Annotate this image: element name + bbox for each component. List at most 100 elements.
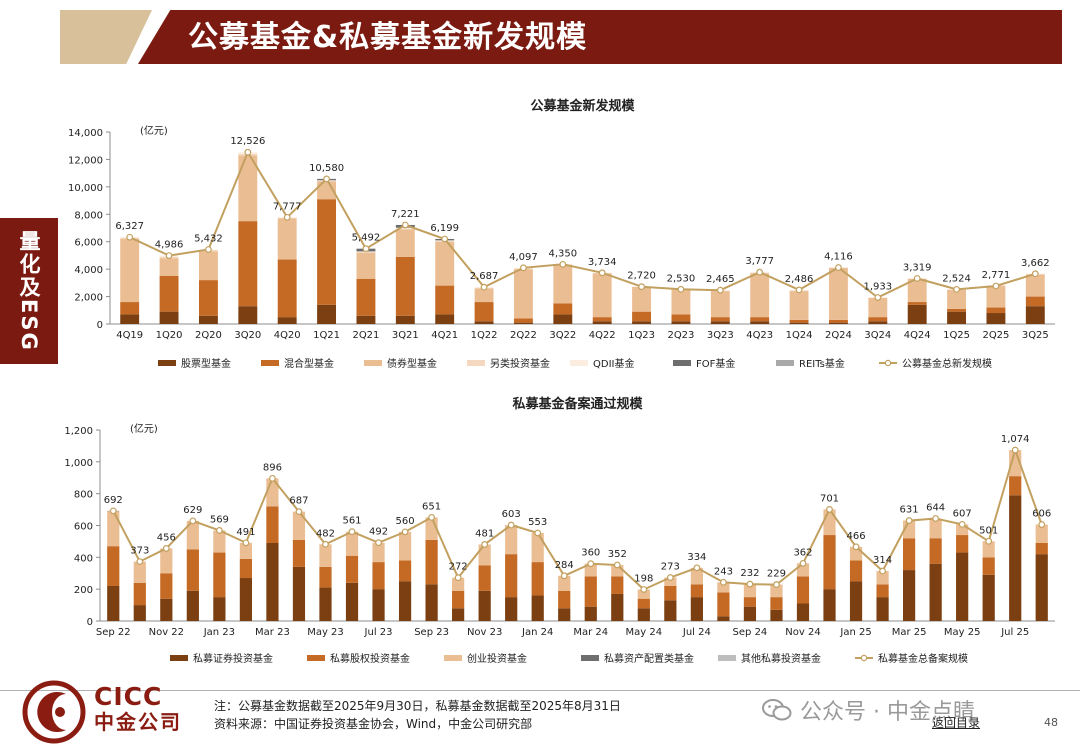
company-logo-text: CICC 中金公司 [94,684,182,735]
bar-segment [717,582,730,593]
bar-segment [435,241,455,286]
wechat-icon [762,699,792,721]
bar-segment [632,286,652,312]
total-data-label: 3,777 [745,256,774,267]
total-series-point [905,517,913,524]
bar-segment [292,566,306,621]
total-series-point [109,507,117,515]
bar-segment [531,595,544,621]
total-data-label: 2,486 [785,274,814,285]
bar-segment [398,560,412,582]
x-tick-label: 1Q20 [156,330,183,341]
total-data-label: 2,465 [706,274,735,285]
bar-segment [956,524,969,536]
total-data-label: 3,662 [1021,258,1050,269]
bar-segment [929,538,942,564]
x-tick-label: 3Q21 [392,330,419,341]
bar-segment [796,576,810,604]
x-tick-label: 3Q22 [549,330,576,341]
bar-segment [1009,495,1022,621]
y-tick-label: 1,200 [64,426,93,437]
total-series-point [1038,521,1046,528]
page-title: 公募基金&私募基金新发规模 [188,20,588,55]
bar-segment [505,597,518,621]
total-series-point [560,572,568,580]
total-data-label: 4,986 [155,240,184,251]
total-data-label: 491 [236,527,255,538]
x-tick-label: 3Q25 [1022,330,1049,341]
bar-segment [849,581,863,621]
bar-segment [292,511,306,540]
bar-segment [664,585,677,601]
legend-swatch [364,360,382,366]
total-series-line [129,149,1036,299]
x-tick-label: 1Q22 [471,330,498,341]
x-tick-label: 1Q25 [943,330,970,341]
bar-segment [372,542,385,563]
bar-segment [849,560,863,582]
total-series-point [852,543,860,551]
bar-segment [902,570,916,621]
total-series-point [215,527,223,534]
legend-label: 股票型基金 [181,357,231,370]
bar-segment [710,317,730,322]
back-to-contents-link[interactable]: 返回目录 [932,716,981,730]
bar-segment [398,581,412,621]
legend-swatch [444,655,462,661]
bar-segment [743,606,757,621]
y-tick-label: 8,000 [74,210,103,221]
total-series-point [401,528,409,536]
legend-label: FOF基金 [696,357,735,370]
bar-segment [868,321,888,324]
x-tick-label: 2Q20 [195,330,222,341]
total-series-point [162,545,170,552]
bar-segment [478,565,491,591]
chart-title: 公募基金新发规模 [530,98,635,114]
bar-segment [345,582,359,621]
legend-label: 公募基金总新发规模 [902,357,992,370]
bar-segment [474,302,494,322]
x-tick-label: 2Q24 [825,330,852,341]
bar-segment [743,597,757,607]
total-series-point [165,252,173,260]
total-series-point [244,148,252,156]
legend-swatch [307,655,325,661]
bar-segment [664,577,677,586]
y-tick-label: 10,000 [68,183,103,194]
bar-segment [929,518,942,539]
bar-segment [186,590,199,621]
side-tab-label: 量化及ESG [17,230,41,352]
total-series-point [874,294,882,301]
legend-label: QDII基金 [593,357,634,370]
bar-segment [505,525,518,555]
total-data-label: 10,580 [309,163,344,174]
y-tick-label: 200 [74,585,93,596]
total-series-point [795,286,803,294]
legend-swatch [467,360,485,366]
bar-segment [435,314,455,324]
x-tick-label: 1Q24 [786,330,813,341]
cicc-logo-icon [22,680,86,744]
total-series-point [677,285,685,293]
bar-segment [592,317,612,322]
total-series-point [520,264,527,272]
total-data-label: 629 [183,505,202,516]
side-tab[interactable]: 量化及ESG [0,218,58,364]
bar-segment [690,567,703,585]
bar-segment [317,304,337,324]
data-source: 资料来源：中国证券投资基金协会，Wind，中金公司研究部 [214,717,533,731]
bar-segment [671,321,691,324]
header-accent-shape [60,10,152,64]
bar-segment [592,321,612,324]
total-data-label: 4,350 [548,248,577,259]
total-series-point [283,213,291,221]
y-tick-label: 0 [87,617,93,628]
bar-segment [1025,274,1045,297]
legend-swatch [673,360,691,366]
bar-segment [986,285,1006,308]
x-tick-label: Sep 23 [414,627,449,638]
bar-segment [395,315,415,324]
total-series-point [348,528,356,536]
total-series-point [773,581,780,588]
total-data-label: 3,734 [588,257,617,268]
